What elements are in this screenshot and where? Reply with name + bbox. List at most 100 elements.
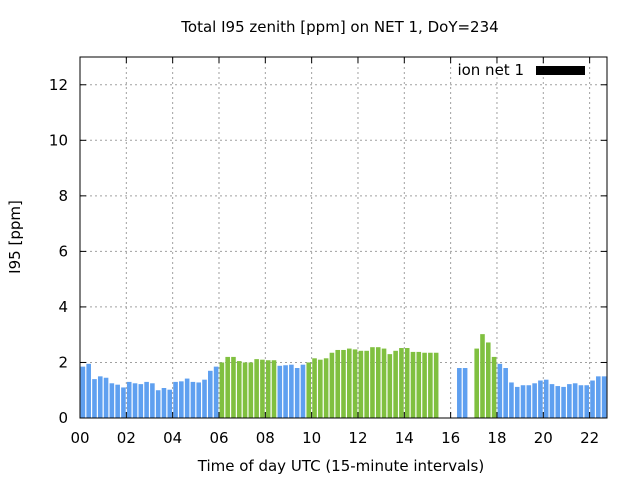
bar — [109, 383, 115, 418]
bar — [126, 381, 132, 418]
plot-frame — [79, 56, 608, 419]
bar — [590, 380, 595, 418]
bar — [208, 370, 213, 418]
bar — [115, 384, 120, 418]
bar — [318, 359, 323, 418]
y-tick-label: 4 — [58, 298, 68, 316]
bar — [410, 351, 416, 418]
bar — [86, 363, 91, 418]
x-tick-label: 20 — [534, 429, 553, 447]
bar — [92, 379, 97, 418]
bar — [225, 356, 230, 418]
bar — [196, 382, 202, 418]
bar — [132, 383, 138, 418]
bar — [555, 386, 561, 418]
bar — [248, 362, 254, 418]
bar — [184, 378, 190, 418]
bar — [584, 385, 590, 418]
bar — [404, 348, 410, 418]
bar — [480, 334, 485, 418]
bar — [375, 347, 381, 418]
x-tick-label: 00 — [70, 429, 89, 447]
bar — [254, 359, 259, 418]
bar — [497, 363, 503, 418]
bar — [352, 349, 358, 418]
bar — [97, 376, 103, 418]
bar — [422, 352, 427, 418]
x-tick-label: 06 — [209, 429, 228, 447]
bar — [485, 342, 491, 418]
bar — [219, 362, 225, 418]
bar — [549, 384, 555, 418]
bar — [312, 358, 317, 418]
bar — [520, 385, 526, 418]
x-tick-label: 22 — [580, 429, 599, 447]
bar — [491, 356, 497, 418]
bar — [167, 389, 173, 418]
bar — [150, 383, 155, 418]
bar — [526, 385, 532, 418]
bar — [399, 348, 404, 418]
bars — [80, 334, 607, 418]
bar — [428, 352, 433, 418]
bar — [578, 385, 584, 418]
bar — [265, 360, 271, 418]
bar — [306, 362, 312, 418]
bar — [283, 365, 288, 418]
bar — [381, 348, 387, 418]
bar — [231, 356, 236, 418]
bar — [103, 377, 109, 418]
x-axis-label: Time of day UTC (15-minute intervals) — [197, 457, 484, 475]
y-tick-label: 6 — [58, 242, 68, 260]
y-tick-label: 2 — [58, 353, 68, 371]
y-tick-label: 8 — [58, 187, 68, 205]
bar — [271, 360, 277, 418]
bar — [433, 352, 439, 418]
bar — [202, 379, 207, 418]
legend-swatch — [536, 66, 585, 75]
bar — [532, 383, 537, 418]
y-tick-label: 0 — [58, 409, 68, 427]
bar — [567, 384, 572, 418]
bar — [121, 387, 126, 418]
bar — [80, 366, 86, 418]
bar — [144, 381, 149, 418]
bar — [538, 380, 543, 418]
bar — [329, 352, 335, 418]
x-tick-label: 04 — [163, 429, 182, 447]
legend: ion net 1 — [457, 61, 585, 79]
bar — [289, 364, 294, 418]
bar — [294, 368, 300, 418]
legend-label: ion net 1 — [457, 61, 524, 79]
bar — [277, 365, 283, 418]
bar — [462, 368, 468, 418]
bar — [161, 388, 167, 418]
y-tick-label: 12 — [49, 76, 68, 94]
bar — [335, 349, 341, 418]
bar — [323, 358, 329, 418]
x-tick-label: 12 — [348, 429, 367, 447]
bar — [393, 350, 398, 418]
bar — [503, 368, 508, 418]
bar — [155, 390, 161, 418]
y-axis-label: I95 [ppm] — [6, 200, 24, 274]
bar — [416, 351, 422, 418]
bar — [509, 382, 514, 418]
bar — [561, 386, 566, 418]
bar — [601, 376, 607, 418]
bar — [596, 376, 601, 418]
bar — [190, 381, 196, 418]
x-tick-label: 18 — [487, 429, 506, 447]
bar — [213, 366, 219, 418]
x-tick-label: 02 — [117, 429, 136, 447]
bar — [260, 359, 265, 418]
bar — [300, 364, 306, 418]
bar — [457, 368, 462, 418]
bar — [364, 350, 369, 418]
x-tick-label: 16 — [441, 429, 460, 447]
x-tick-label: 10 — [302, 429, 321, 447]
chart-title: Total I95 zenith [ppm] on NET 1, DoY=234 — [180, 18, 498, 36]
bar — [572, 383, 578, 418]
